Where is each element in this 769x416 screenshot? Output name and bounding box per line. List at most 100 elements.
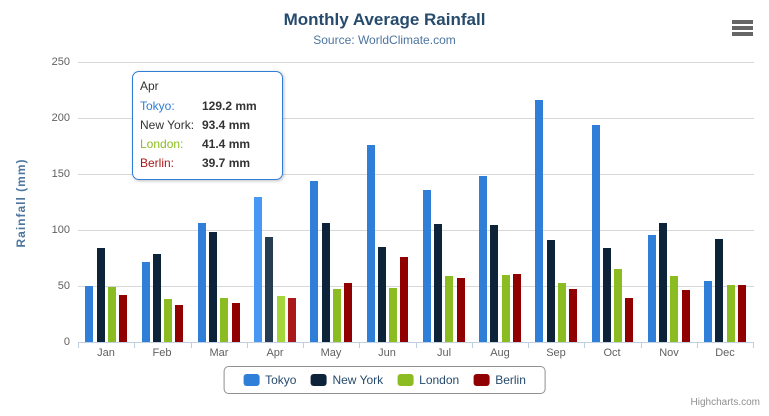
bar-london-aug[interactable] bbox=[502, 275, 510, 342]
x-axis-line bbox=[78, 342, 754, 343]
bar-london-may[interactable] bbox=[333, 289, 341, 342]
bar-berlin-apr[interactable] bbox=[288, 298, 296, 342]
bar-new-york-nov[interactable] bbox=[659, 223, 667, 342]
chart-title: Monthly Average Rainfall bbox=[283, 10, 486, 29]
bar-berlin-dec[interactable] bbox=[738, 285, 746, 342]
tooltip-series-label: New York: bbox=[140, 118, 195, 132]
x-axis-tick bbox=[247, 343, 248, 348]
legend: Tokyo New York London Berlin bbox=[223, 366, 546, 394]
x-axis-label-jun: Jun bbox=[378, 347, 396, 359]
tooltip-header: Apr bbox=[140, 79, 159, 93]
bar-tokyo-mar[interactable] bbox=[198, 223, 206, 342]
bar-london-oct[interactable] bbox=[614, 269, 622, 342]
bar-tokyo-apr[interactable] bbox=[254, 197, 262, 342]
bar-new-york-dec[interactable] bbox=[715, 239, 723, 342]
x-axis-tick bbox=[191, 343, 192, 348]
y-axis-tick-label: 50 bbox=[57, 280, 70, 292]
bar-berlin-jul[interactable] bbox=[457, 278, 465, 342]
bar-london-jun[interactable] bbox=[389, 288, 397, 342]
bar-new-york-sep[interactable] bbox=[547, 240, 555, 342]
bar-new-york-oct[interactable] bbox=[603, 248, 611, 342]
bar-berlin-oct[interactable] bbox=[625, 298, 633, 342]
x-axis-label-apr: Apr bbox=[266, 347, 284, 359]
bar-berlin-aug[interactable] bbox=[513, 274, 521, 342]
bar-tokyo-oct[interactable] bbox=[592, 125, 600, 342]
bar-london-sep[interactable] bbox=[558, 283, 566, 342]
legend-label: Berlin bbox=[495, 373, 526, 387]
bar-berlin-feb[interactable] bbox=[175, 305, 183, 342]
x-axis-tick bbox=[416, 343, 417, 348]
bar-berlin-jan[interactable] bbox=[119, 295, 127, 342]
credits-link[interactable]: Highcharts.com bbox=[690, 397, 760, 408]
y-axis-tick-label: 250 bbox=[51, 56, 70, 68]
tooltip-row: Tokyo: 129.2 mm bbox=[140, 97, 274, 116]
gridline bbox=[78, 230, 754, 231]
legend-label: Tokyo bbox=[265, 373, 297, 387]
bar-london-apr[interactable] bbox=[277, 296, 285, 342]
chart-subtitle: Source: WorldClimate.com bbox=[313, 33, 456, 47]
x-axis-tick bbox=[472, 343, 473, 348]
x-axis-label-sep: Sep bbox=[546, 347, 566, 359]
bar-tokyo-jan[interactable] bbox=[85, 286, 93, 342]
bar-london-mar[interactable] bbox=[220, 298, 228, 342]
legend-item-tokyo[interactable]: Tokyo bbox=[243, 373, 296, 387]
bar-london-jul[interactable] bbox=[445, 276, 453, 342]
bar-london-dec[interactable] bbox=[727, 285, 735, 342]
bar-new-york-jan[interactable] bbox=[97, 248, 105, 342]
bar-berlin-nov[interactable] bbox=[682, 290, 690, 342]
bar-tokyo-dec[interactable] bbox=[704, 281, 712, 342]
bar-tokyo-nov[interactable] bbox=[648, 235, 656, 342]
bar-new-york-aug[interactable] bbox=[490, 225, 498, 342]
bar-new-york-jun[interactable] bbox=[378, 247, 386, 342]
x-axis-tick bbox=[584, 343, 585, 348]
y-axis-tick-label: 200 bbox=[51, 112, 70, 124]
bar-tokyo-aug[interactable] bbox=[479, 176, 487, 342]
tooltip: Apr Tokyo: 129.2 mm New York: 93.4 mm London… bbox=[132, 71, 283, 180]
x-axis-label-nov: Nov bbox=[659, 347, 679, 359]
export-menu-button[interactable] bbox=[729, 18, 755, 40]
gridline bbox=[78, 62, 754, 63]
bar-london-feb[interactable] bbox=[164, 299, 172, 342]
tooltip-row: New York: 93.4 mm bbox=[140, 116, 274, 135]
tooltip-series-label: London: bbox=[140, 137, 184, 151]
bar-berlin-sep[interactable] bbox=[569, 289, 577, 342]
y-axis-tick-label: 100 bbox=[51, 224, 70, 236]
bar-new-york-apr[interactable] bbox=[265, 237, 273, 342]
x-axis-label-mar: Mar bbox=[209, 347, 229, 359]
bar-berlin-may[interactable] bbox=[344, 283, 352, 342]
tooltip-series-value: 41.4 mm bbox=[202, 137, 251, 151]
bar-new-york-may[interactable] bbox=[322, 223, 330, 342]
bar-berlin-mar[interactable] bbox=[232, 303, 240, 342]
legend-item-new-york[interactable]: New York bbox=[310, 373, 383, 387]
y-axis-tick-label: 0 bbox=[63, 336, 70, 348]
bar-tokyo-jul[interactable] bbox=[423, 190, 431, 342]
bar-tokyo-jun[interactable] bbox=[367, 145, 375, 342]
bar-london-nov[interactable] bbox=[670, 276, 678, 342]
x-axis-tick bbox=[641, 343, 642, 348]
legend-item-berlin[interactable]: Berlin bbox=[473, 373, 526, 387]
x-axis-label-jul: Jul bbox=[436, 347, 452, 359]
tooltip-series-value: 93.4 mm bbox=[202, 118, 251, 132]
bar-new-york-feb[interactable] bbox=[153, 254, 161, 342]
legend-item-london[interactable]: London bbox=[397, 373, 459, 387]
bar-berlin-jun[interactable] bbox=[400, 257, 408, 342]
bar-new-york-mar[interactable] bbox=[209, 232, 217, 342]
bar-tokyo-feb[interactable] bbox=[142, 262, 150, 342]
bar-tokyo-sep[interactable] bbox=[535, 100, 543, 342]
hamburger-icon bbox=[731, 20, 753, 36]
x-axis-tick bbox=[78, 343, 79, 348]
tooltip-series-label: Tokyo: bbox=[140, 99, 175, 113]
x-axis-tick bbox=[359, 343, 360, 348]
legend-swatch-icon bbox=[310, 374, 327, 386]
gridline bbox=[78, 174, 754, 175]
legend-swatch-icon bbox=[473, 374, 490, 386]
plot-area bbox=[78, 62, 753, 342]
x-axis-label-dec: Dec bbox=[715, 347, 735, 359]
bar-london-jan[interactable] bbox=[108, 287, 116, 342]
bar-new-york-jul[interactable] bbox=[434, 224, 442, 342]
bar-tokyo-may[interactable] bbox=[310, 181, 318, 342]
x-axis-label-may: May bbox=[320, 347, 342, 359]
tooltip-series-value: 39.7 mm bbox=[202, 156, 251, 170]
legend-swatch-icon bbox=[243, 374, 260, 386]
